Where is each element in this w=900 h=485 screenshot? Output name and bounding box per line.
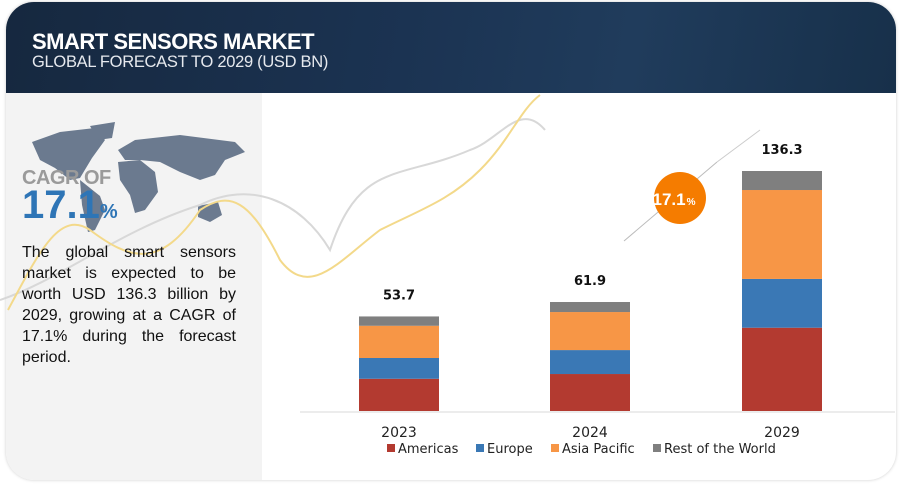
bar-segment-asia-pacific-2029 bbox=[742, 190, 822, 279]
legend-label-2: Asia Pacific bbox=[562, 442, 635, 457]
bar-segment-americas-2024 bbox=[550, 374, 630, 411]
page-title: SMART SENSORS MARKET bbox=[32, 29, 315, 54]
bar-segment-asia-pacific-2024 bbox=[550, 312, 630, 351]
legend-label-3: Rest of the World bbox=[664, 442, 776, 457]
legend-swatch-3 bbox=[653, 444, 661, 452]
total-label-2024: 61.9 bbox=[574, 274, 606, 289]
decor-wave-yellow bbox=[7, 94, 541, 311]
cagr-label: CAGR OF bbox=[22, 167, 111, 189]
growth-arrow-tail bbox=[716, 129, 761, 163]
bar-segment-americas-2023 bbox=[359, 378, 439, 411]
total-label-2023: 53.7 bbox=[383, 288, 415, 303]
legend-label-1: Europe bbox=[487, 442, 533, 457]
cagr-number: 17.1 bbox=[22, 183, 100, 227]
legend-swatch-0 bbox=[387, 444, 395, 452]
cagr-value: 17.1% bbox=[22, 183, 118, 228]
page-subtitle: GLOBAL FORECAST TO 2029 (USD BN) bbox=[32, 53, 329, 71]
bar-segment-rest-of-the-world-2023 bbox=[359, 316, 439, 326]
bar-segment-rest-of-the-world-2029 bbox=[742, 171, 822, 191]
world-map-icon bbox=[32, 122, 245, 232]
legend-swatch-1 bbox=[476, 444, 484, 452]
bar-segment-europe-2029 bbox=[742, 278, 822, 328]
x-tick-2024: 2024 bbox=[572, 425, 608, 441]
cagr-badge bbox=[654, 172, 706, 224]
bar-segment-europe-2023 bbox=[359, 357, 439, 379]
total-label-2029: 136.3 bbox=[761, 143, 802, 158]
market-description: The global smart sensors market is expec… bbox=[22, 244, 236, 366]
bar-segment-europe-2024 bbox=[550, 350, 630, 375]
cagr-unit: % bbox=[99, 201, 118, 223]
header-banner: SMART SENSORS MARKET GLOBAL FORECAST TO … bbox=[6, 2, 896, 93]
legend-swatch-2 bbox=[551, 444, 559, 452]
legend-label-0: Americas bbox=[398, 442, 459, 457]
bar-segment-americas-2029 bbox=[742, 327, 822, 411]
x-tick-2029: 2029 bbox=[764, 425, 800, 441]
cagr-badge-value: 17.1% bbox=[653, 190, 696, 209]
bar-segment-rest-of-the-world-2024 bbox=[550, 302, 630, 313]
bar-segment-asia-pacific-2023 bbox=[359, 325, 439, 358]
x-tick-2023: 2023 bbox=[381, 425, 417, 441]
